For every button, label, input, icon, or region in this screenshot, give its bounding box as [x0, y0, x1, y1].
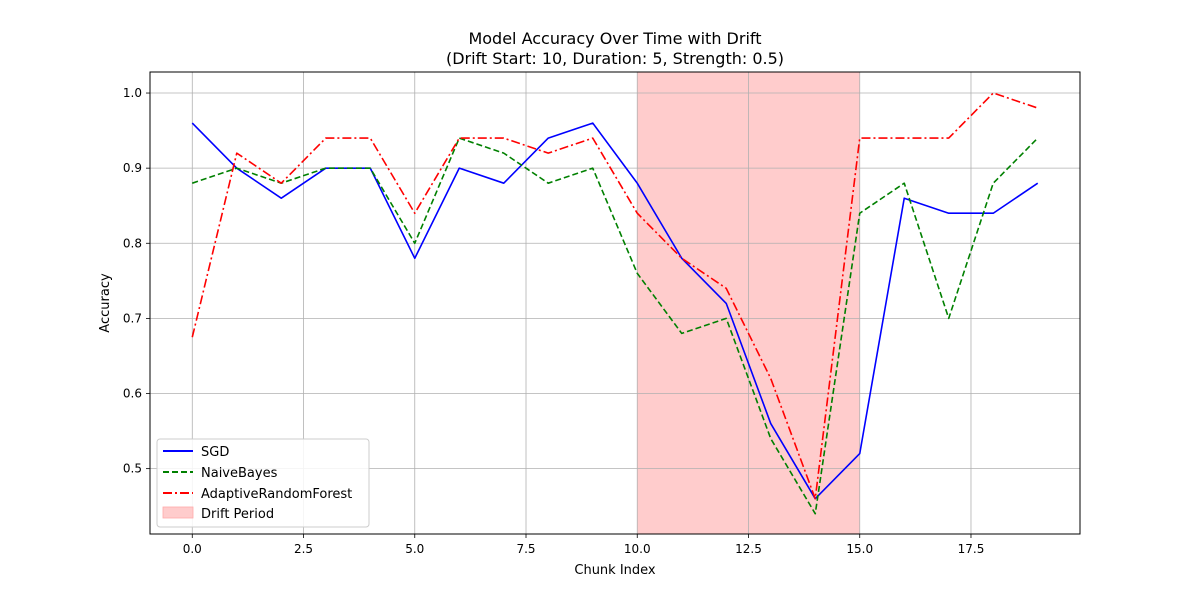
plot-area [149, 71, 1081, 535]
grid-lines [150, 72, 1080, 534]
x-tick-label: 15.0 [846, 542, 873, 556]
series-line-adaptiverandomforest [191, 92, 1038, 500]
x-tick-label: 2.5 [294, 542, 313, 556]
y-axis-ticks: 0.5 0.6 0.7 0.8 0.9 1.0 [123, 86, 150, 476]
legend-box [156, 438, 370, 528]
x-tick-label: 12.5 [735, 542, 762, 556]
legend: SGD NaiveBayes AdaptiveRandomForest Drif… [156, 438, 370, 528]
x-tick-label: 17.5 [958, 542, 985, 556]
legend-label-drift-period: Drift Period [201, 507, 274, 522]
y-tick-label: 1.0 [123, 86, 142, 100]
y-tick-label: 0.8 [123, 236, 142, 250]
y-tick-label: 0.9 [123, 161, 142, 175]
legend-swatch-drift-period [162, 506, 194, 519]
legend-label-sgd: SGD [201, 445, 229, 460]
series-line-naivebayes [192, 137, 1039, 515]
plot-frame [149, 71, 1081, 535]
series-layer [191, 92, 1039, 515]
chart-title: Model Accuracy Over Time with Drift [468, 29, 761, 48]
y-axis-label: Accuracy [98, 273, 113, 333]
legend-label-naivebayes: NaiveBayes [201, 466, 278, 481]
x-tick-label: 5.0 [405, 542, 424, 556]
chart-subtitle: (Drift Start: 10, Duration: 5, Strength:… [446, 49, 784, 68]
legend-label-adaptive-random-forest: AdaptiveRandomForest [201, 487, 352, 502]
x-tick-label: 0.0 [183, 542, 202, 556]
y-tick-label: 0.6 [123, 387, 142, 401]
x-axis-label: Chunk Index [574, 563, 656, 578]
y-tick-label: 0.5 [123, 462, 142, 476]
y-tick-label: 0.7 [123, 311, 142, 325]
x-tick-label: 7.5 [516, 542, 535, 556]
x-tick-label: 10.0 [624, 542, 651, 556]
x-axis-ticks: 0.0 2.5 5.0 7.5 10.0 12.5 15.0 17.5 [183, 534, 985, 556]
